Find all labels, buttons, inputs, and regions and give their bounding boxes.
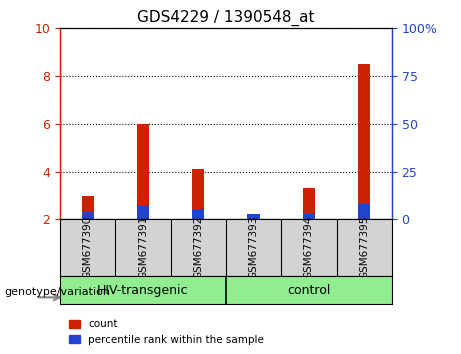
Text: HIV-transgenic: HIV-transgenic [97, 284, 189, 297]
Text: GSM677390: GSM677390 [83, 216, 93, 279]
Bar [303, 188, 315, 219]
Text: genotype/variation: genotype/variation [5, 287, 111, 297]
Bar [137, 124, 149, 219]
Text: GSM677392: GSM677392 [193, 216, 203, 280]
Text: GSM677394: GSM677394 [304, 216, 314, 280]
Legend: count, percentile rank within the sample: count, percentile rank within the sample [65, 315, 268, 349]
Bar [303, 213, 315, 219]
Bar [192, 169, 204, 219]
Bar [248, 215, 260, 219]
Bar [248, 213, 260, 219]
Bar [137, 206, 149, 219]
Bar [82, 211, 94, 219]
Bar [82, 195, 94, 219]
Text: GSM677391: GSM677391 [138, 216, 148, 280]
Text: GSM677395: GSM677395 [359, 216, 369, 280]
Bar [192, 209, 204, 219]
Text: GSM677393: GSM677393 [248, 216, 259, 280]
Bar [358, 204, 370, 219]
Bar [358, 64, 370, 219]
Title: GDS4229 / 1390548_at: GDS4229 / 1390548_at [137, 9, 315, 25]
Text: control: control [287, 284, 331, 297]
